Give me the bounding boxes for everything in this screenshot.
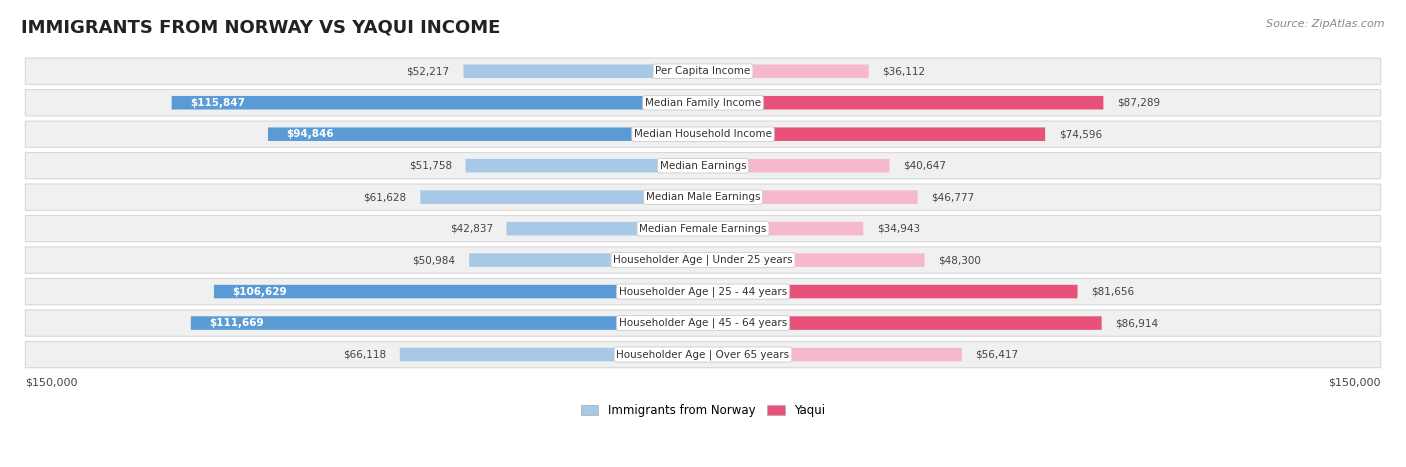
FancyBboxPatch shape: [703, 285, 1077, 298]
Text: $87,289: $87,289: [1118, 98, 1160, 108]
Text: $66,118: $66,118: [343, 349, 387, 360]
FancyBboxPatch shape: [25, 247, 1381, 273]
FancyBboxPatch shape: [172, 96, 703, 109]
Text: Median Male Earnings: Median Male Earnings: [645, 192, 761, 202]
Text: Householder Age | Over 65 years: Householder Age | Over 65 years: [616, 349, 790, 360]
FancyBboxPatch shape: [191, 316, 703, 330]
Text: $48,300: $48,300: [938, 255, 981, 265]
FancyBboxPatch shape: [703, 222, 863, 235]
Text: Median Household Income: Median Household Income: [634, 129, 772, 139]
Text: Median Family Income: Median Family Income: [645, 98, 761, 108]
Text: $94,846: $94,846: [287, 129, 335, 139]
FancyBboxPatch shape: [25, 90, 1381, 116]
FancyBboxPatch shape: [25, 121, 1381, 148]
Text: $106,629: $106,629: [232, 287, 287, 297]
FancyBboxPatch shape: [25, 278, 1381, 305]
Text: $111,669: $111,669: [209, 318, 264, 328]
Text: $52,217: $52,217: [406, 66, 450, 76]
FancyBboxPatch shape: [506, 222, 703, 235]
FancyBboxPatch shape: [25, 58, 1381, 85]
FancyBboxPatch shape: [464, 64, 703, 78]
Text: Source: ZipAtlas.com: Source: ZipAtlas.com: [1267, 19, 1385, 28]
FancyBboxPatch shape: [25, 341, 1381, 368]
Text: Householder Age | 45 - 64 years: Householder Age | 45 - 64 years: [619, 318, 787, 328]
FancyBboxPatch shape: [470, 253, 703, 267]
Text: $40,647: $40,647: [903, 161, 946, 170]
Text: Median Earnings: Median Earnings: [659, 161, 747, 170]
FancyBboxPatch shape: [703, 127, 1045, 141]
Text: Householder Age | Under 25 years: Householder Age | Under 25 years: [613, 255, 793, 265]
Text: Median Female Earnings: Median Female Earnings: [640, 224, 766, 234]
FancyBboxPatch shape: [25, 153, 1381, 179]
Text: $50,984: $50,984: [412, 255, 456, 265]
Text: $46,777: $46,777: [931, 192, 974, 202]
Text: $51,758: $51,758: [409, 161, 451, 170]
Text: Householder Age | 25 - 44 years: Householder Age | 25 - 44 years: [619, 286, 787, 297]
Text: $56,417: $56,417: [976, 349, 1019, 360]
FancyBboxPatch shape: [399, 348, 703, 361]
FancyBboxPatch shape: [420, 191, 703, 204]
Text: $115,847: $115,847: [190, 98, 245, 108]
FancyBboxPatch shape: [703, 191, 918, 204]
Text: Per Capita Income: Per Capita Income: [655, 66, 751, 76]
Text: $42,837: $42,837: [450, 224, 492, 234]
FancyBboxPatch shape: [703, 253, 925, 267]
FancyBboxPatch shape: [703, 64, 869, 78]
Text: $86,914: $86,914: [1115, 318, 1159, 328]
FancyBboxPatch shape: [703, 316, 1102, 330]
FancyBboxPatch shape: [25, 310, 1381, 336]
Text: $74,596: $74,596: [1059, 129, 1102, 139]
Text: $61,628: $61,628: [363, 192, 406, 202]
Text: $81,656: $81,656: [1091, 287, 1135, 297]
Text: $34,943: $34,943: [877, 224, 920, 234]
FancyBboxPatch shape: [465, 159, 703, 172]
FancyBboxPatch shape: [703, 96, 1104, 109]
Text: $36,112: $36,112: [883, 66, 925, 76]
FancyBboxPatch shape: [214, 285, 703, 298]
Text: $150,000: $150,000: [25, 377, 77, 387]
FancyBboxPatch shape: [269, 127, 703, 141]
FancyBboxPatch shape: [703, 348, 962, 361]
Legend: Immigrants from Norway, Yaqui: Immigrants from Norway, Yaqui: [576, 400, 830, 422]
FancyBboxPatch shape: [25, 215, 1381, 242]
FancyBboxPatch shape: [25, 184, 1381, 210]
Text: $150,000: $150,000: [1329, 377, 1381, 387]
FancyBboxPatch shape: [703, 159, 890, 172]
Text: IMMIGRANTS FROM NORWAY VS YAQUI INCOME: IMMIGRANTS FROM NORWAY VS YAQUI INCOME: [21, 19, 501, 37]
